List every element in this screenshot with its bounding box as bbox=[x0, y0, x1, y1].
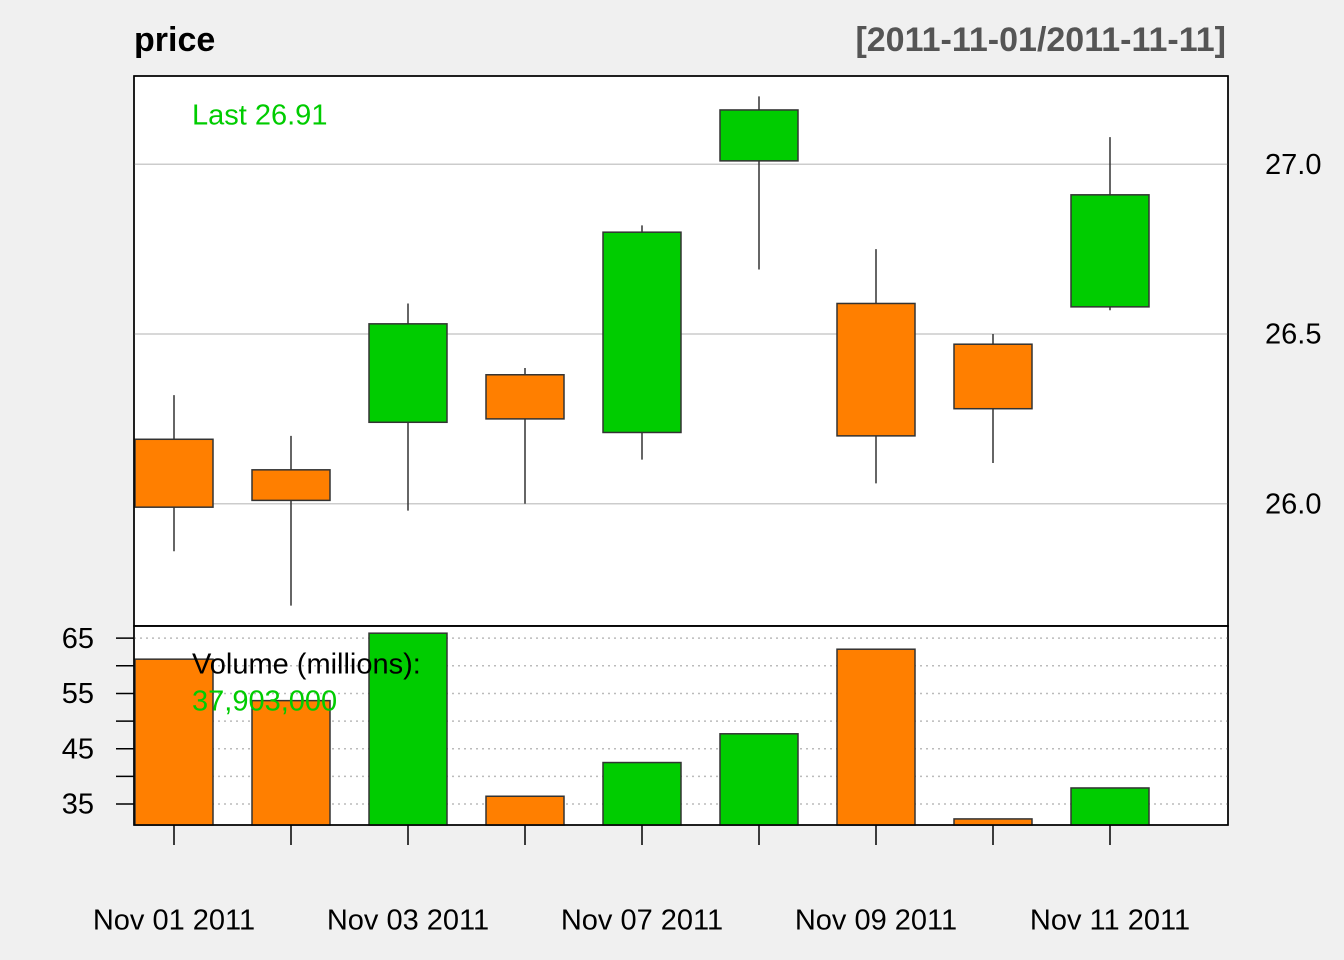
volume-bar bbox=[836, 648, 916, 826]
candle-body bbox=[836, 302, 916, 437]
candle-body bbox=[953, 343, 1033, 410]
volume-bar bbox=[134, 658, 214, 826]
x-tick-label: Nov 07 2011 bbox=[561, 905, 723, 937]
volume-bar bbox=[719, 733, 799, 826]
candle-body bbox=[1070, 194, 1150, 308]
candle-body bbox=[485, 374, 565, 420]
x-tick-label: Nov 03 2011 bbox=[327, 905, 489, 937]
last-price: Last 26.91 bbox=[192, 100, 327, 132]
y-tick-label: 26.5 bbox=[1265, 319, 1321, 351]
volume-bar bbox=[953, 818, 1033, 826]
y-tick-label: 26.0 bbox=[1265, 488, 1321, 520]
volume-bar bbox=[485, 795, 565, 826]
candle-body bbox=[251, 469, 331, 502]
y-tick-label: 35 bbox=[62, 789, 94, 821]
volume-bar bbox=[368, 632, 448, 826]
volume-panel-border bbox=[133, 625, 1229, 826]
candle-body bbox=[134, 438, 214, 508]
date-range: [2011-11-01/2011-11-11] bbox=[855, 21, 1226, 59]
x-tick-label: Nov 11 2011 bbox=[1030, 905, 1190, 937]
candle-body bbox=[368, 323, 448, 424]
y-tick-label: 45 bbox=[62, 733, 94, 765]
last-volume: 37,903,000 bbox=[192, 686, 337, 718]
volume-bar bbox=[1070, 787, 1150, 826]
volume-bar bbox=[251, 699, 331, 826]
marks bbox=[134, 96, 1150, 826]
candle-body bbox=[719, 109, 799, 162]
chart-title: price bbox=[134, 21, 215, 59]
y-tick-label: 65 bbox=[62, 623, 94, 655]
volume-label: Volume (millions): bbox=[192, 649, 421, 681]
candle-body bbox=[602, 231, 682, 434]
volume-bar bbox=[602, 761, 682, 826]
y-tick-label: 55 bbox=[62, 678, 94, 710]
x-tick-label: Nov 09 2011 bbox=[795, 905, 957, 937]
x-tick-label: Nov 01 2011 bbox=[93, 905, 255, 937]
y-tick-label: 27.0 bbox=[1265, 149, 1321, 181]
